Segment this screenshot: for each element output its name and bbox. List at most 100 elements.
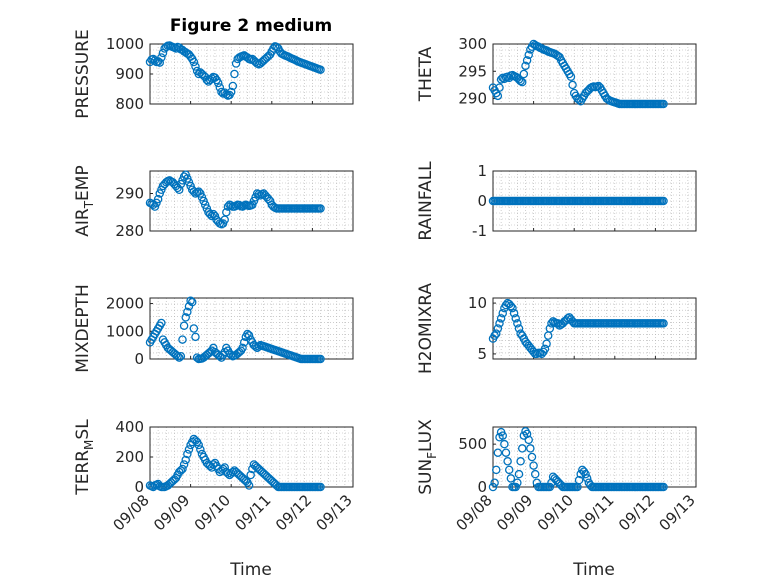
- data-point: [506, 474, 516, 483]
- data-point: [488, 482, 498, 492]
- data-point: [184, 445, 194, 454]
- y-axis-label: MIXDEPTH: [73, 284, 93, 373]
- y-tick-label: 5: [477, 345, 487, 363]
- data-point: [179, 321, 189, 330]
- subplot-pressure: 800 900 1000 PRESSURE: [73, 29, 354, 119]
- y-tick-label: 290: [115, 185, 144, 203]
- y-axis-label: AIRTEMP: [73, 165, 96, 236]
- data-point: [178, 335, 187, 344]
- data-point: [659, 319, 668, 328]
- data-point: [511, 314, 520, 323]
- data-point: [574, 475, 584, 485]
- y-tick-label: 800: [115, 95, 144, 113]
- data-point: [183, 449, 192, 459]
- data-point: [181, 455, 190, 465]
- data-point: [540, 344, 550, 354]
- data-point: [501, 448, 511, 457]
- data-point: [228, 81, 238, 91]
- y-tick-label: 0: [477, 192, 487, 210]
- data-point: [205, 209, 215, 219]
- data-point: [506, 301, 516, 311]
- data-point: [196, 445, 205, 454]
- data-point: [191, 62, 200, 71]
- data-point: [545, 482, 555, 492]
- data-point: [174, 185, 184, 194]
- y-tick-label: 900: [115, 65, 144, 83]
- x-tick-label: 09/08: [110, 491, 153, 534]
- data-point: [581, 469, 590, 479]
- data-point: [491, 465, 501, 475]
- x-axis-label-left: Time: [229, 560, 272, 580]
- data-point: [186, 296, 195, 306]
- data-point: [495, 319, 504, 328]
- data-point: [174, 353, 184, 362]
- data-point: [498, 431, 507, 440]
- data-point: [521, 61, 530, 71]
- y-tick-label: 400: [115, 418, 144, 436]
- data-point: [316, 204, 325, 213]
- y-axis-label: RAINFALL: [416, 161, 436, 241]
- data-point: [191, 332, 200, 342]
- data-point: [246, 470, 255, 480]
- data-point: [522, 429, 532, 439]
- data-point: [519, 69, 529, 79]
- data-point: [514, 469, 524, 479]
- y-tick-label: 2000: [106, 295, 144, 313]
- data-point: [568, 80, 577, 90]
- y-tick-label: 0: [477, 478, 487, 496]
- data-point: [498, 73, 507, 83]
- data-point: [493, 324, 503, 333]
- subplot-h2omixra: 5 10 H2OMIXRA: [416, 283, 697, 374]
- data-point: [316, 354, 325, 364]
- data-point: [173, 351, 182, 361]
- data-point: [189, 57, 199, 67]
- y-tick-label: 280: [115, 222, 144, 240]
- x-tick-label: 09/13: [656, 491, 699, 534]
- subplot-air-temp: 280 290 AIRTEMP: [73, 165, 354, 240]
- data-point: [178, 464, 187, 474]
- data-point: [517, 77, 527, 87]
- y-tick-label: 500: [458, 435, 487, 453]
- axes-box: [149, 170, 354, 232]
- y-tick-label: 0: [134, 350, 144, 368]
- data-point: [217, 87, 226, 97]
- data-point: [659, 196, 668, 206]
- data-point: [157, 53, 166, 62]
- y-axis-label: H2OMIXRA: [416, 283, 436, 374]
- data-point: [524, 435, 533, 445]
- data-point: [517, 444, 527, 453]
- x-tick-label: 09/11: [574, 491, 617, 534]
- data-point: [513, 478, 522, 487]
- data-point: [522, 56, 532, 65]
- data-point: [244, 481, 254, 490]
- data-point: [155, 58, 164, 67]
- data-point: [566, 72, 576, 81]
- y-axis-label: TERRMSL: [73, 419, 96, 496]
- data-point: [179, 460, 189, 469]
- axes-box: [149, 297, 354, 360]
- data-point: [222, 207, 231, 217]
- data-point: [516, 76, 525, 86]
- y-tick-label: 200: [115, 448, 144, 466]
- data-point: [213, 78, 223, 88]
- data-point: [238, 343, 247, 353]
- data-point: [582, 474, 592, 483]
- figure-title: Figure 2 medium: [170, 16, 332, 36]
- data-point: [254, 342, 264, 351]
- x-tick-label: 09/12: [615, 491, 658, 534]
- y-tick-label: 300: [458, 35, 487, 53]
- data-point: [524, 50, 533, 60]
- data-point: [659, 482, 668, 492]
- data-point: [511, 482, 520, 492]
- data-point: [503, 457, 512, 466]
- data-point: [545, 324, 555, 333]
- data-point: [176, 351, 186, 361]
- data-point: [493, 448, 503, 457]
- y-tick-label: 1: [477, 162, 487, 180]
- subplot-rainfall: -1 0 1 RAINFALL: [416, 161, 697, 241]
- x-tick-label: 09/09: [150, 491, 193, 534]
